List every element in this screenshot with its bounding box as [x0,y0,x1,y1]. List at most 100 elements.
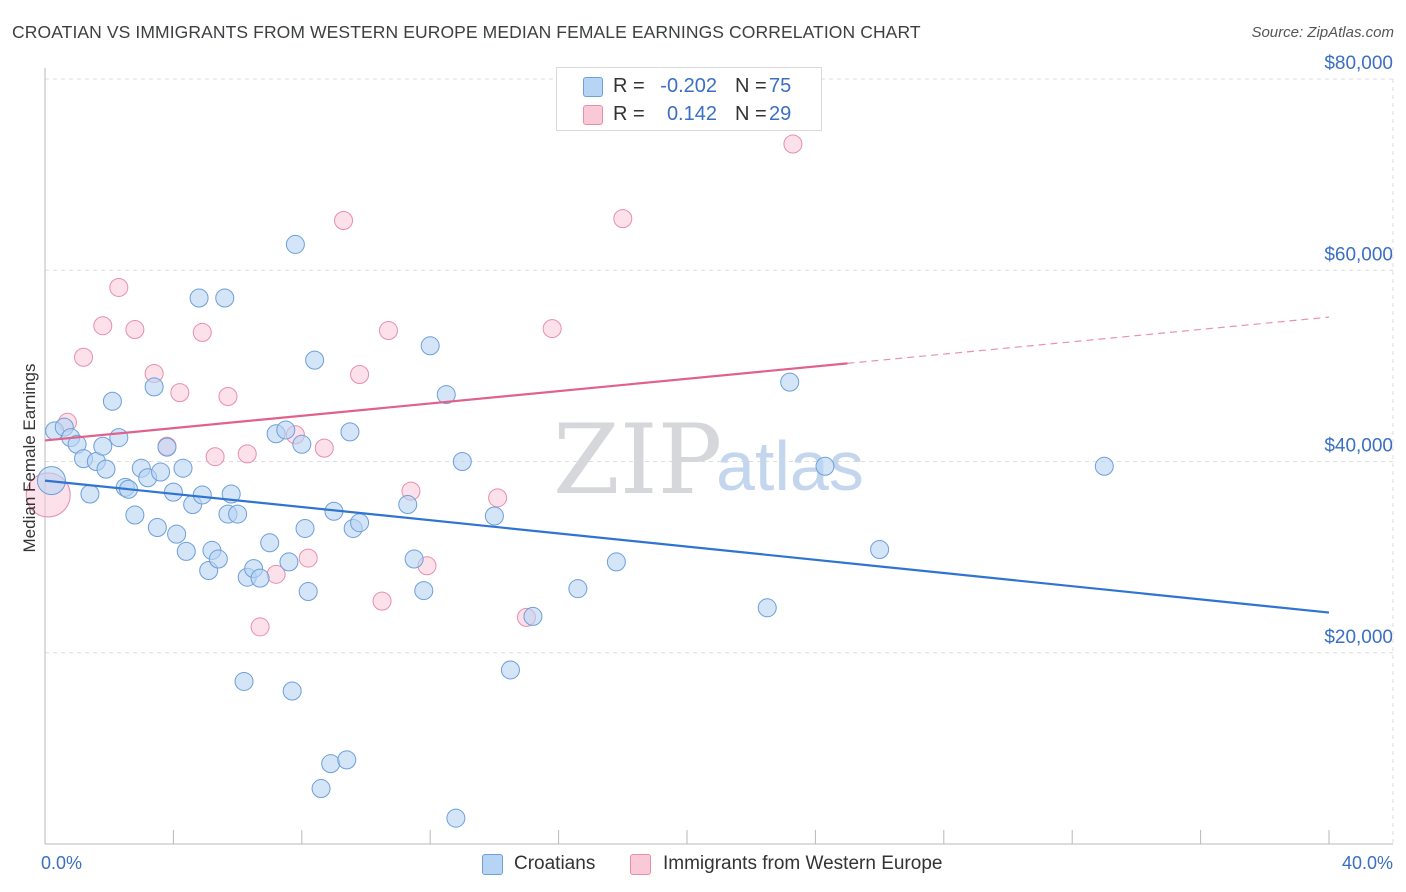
legend-row-series-a: R = -0.202 N = 75 [557,73,821,101]
correlation-legend: R = -0.202 N = 75 R = 0.142 N = 29 [556,67,822,131]
point-series-b [74,347,94,367]
point-series-a [337,750,357,770]
legend-n-label: N = [735,75,767,97]
point-series-a [780,372,800,392]
point-series-a [298,582,318,602]
point-series-b [334,211,354,231]
point-series-a [523,606,543,626]
point-series-a [870,539,890,559]
legend-row-series-b: R = 0.142 N = 29 [557,101,821,129]
point-series-a [285,234,305,254]
point-series-a [93,436,113,456]
point-series-a [350,513,370,533]
point-series-a [420,336,440,356]
series-a-points [36,234,1114,828]
point-series-a [125,505,145,525]
legend-r-label: R = [613,103,645,125]
point-series-b [378,320,398,340]
point-series-b [205,447,225,467]
y-tick-label: $20,000 [1324,627,1393,648]
legend-r-label: R = [613,75,645,97]
point-series-b [93,316,113,336]
point-series-a [234,671,254,691]
point-series-a [1094,456,1114,476]
point-series-a [157,437,177,457]
trend-line-series-a [44,479,1330,614]
point-series-a [80,484,100,504]
point-series-a [260,533,280,553]
x-tick-label: 40.0% [1342,853,1393,873]
chart-title: CROATIAN VS IMMIGRANTS FROM WESTERN EURO… [12,22,921,42]
watermark-atlas: atlas [716,427,864,505]
point-series-a [276,420,296,440]
point-series-a [279,552,299,572]
point-series-b [350,364,370,384]
point-series-a [109,428,129,448]
point-series-a [404,549,424,569]
point-series-a [250,568,270,588]
point-series-b [125,320,145,340]
point-series-b [613,209,633,229]
legend-n-label: N = [735,103,767,125]
point-series-a [321,754,341,774]
point-series-a [151,462,171,482]
point-series-b [372,591,392,611]
point-series-a [215,288,235,308]
legend-swatch-series-b [583,105,603,125]
point-series-a [500,660,520,680]
point-series-a [452,452,472,471]
point-series-a [484,506,504,526]
legend-r-value: -0.202 [660,75,717,97]
y-tick-label: $60,000 [1324,244,1393,265]
legend-swatch-series-a [583,77,603,97]
point-series-a [398,495,418,515]
point-series-a [144,377,164,397]
point-series-a [757,598,777,618]
point-series-a [606,552,626,572]
y-tick-label: $80,000 [1324,53,1393,74]
point-series-a [295,518,315,538]
x-tick-label: 0.0% [41,853,82,873]
legend-n-value: 75 [769,75,792,97]
point-series-b [314,438,334,458]
legend-label-series-a: Croatians [514,853,596,874]
y-tick-label: $40,000 [1324,436,1393,457]
legend-label-series-b: Immigrants from Western Europe [663,853,943,874]
point-series-a [292,434,312,454]
legend-n-value: 29 [769,103,792,125]
trend-lines [44,316,1330,614]
point-series-b [218,386,238,406]
point-series-a [305,350,325,370]
point-series-b [192,322,212,342]
point-series-a [340,422,360,442]
source-label: Source: ZipAtlas.com [1251,24,1394,41]
trend-line-series-b-extension [847,316,1330,364]
watermark: ZIP atlas [553,404,864,516]
point-series-a [446,808,466,828]
trend-line-series-b [44,362,848,442]
legend-swatch-series-a [482,854,503,875]
tick-labels: $20,000 $40,000 $60,000 $80,000 0.0% 40.0% [41,53,1393,873]
point-series-a [282,681,302,701]
watermark-zip: ZIP [553,404,722,516]
point-series-a [414,581,434,601]
point-series-a [96,459,116,479]
point-series-b [783,134,803,154]
point-series-a [192,485,212,505]
point-series-a [189,288,209,308]
legend-r-value: 0.142 [666,103,717,125]
point-series-a [208,549,228,569]
point-series-b [542,319,562,339]
point-series-a [815,456,835,476]
point-series-b [298,548,318,568]
point-series-b [237,444,257,464]
point-series-b [109,277,129,297]
legend-swatch-series-b [630,854,651,875]
point-series-a [311,779,331,799]
point-series-a [167,524,187,544]
axes [44,68,1393,845]
point-series-a [436,385,456,405]
y-axis-title: Median Female Earnings [20,364,39,553]
point-series-a [228,504,248,524]
point-series-a [102,391,122,411]
